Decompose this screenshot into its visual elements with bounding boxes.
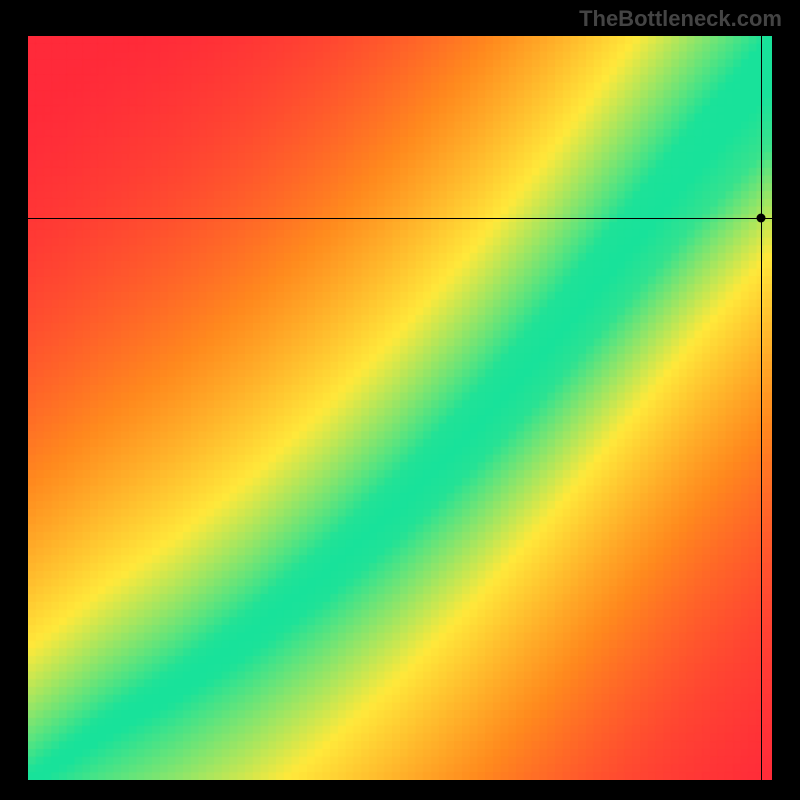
crosshair-vertical (761, 36, 762, 780)
crosshair-horizontal (28, 218, 772, 219)
chart-container: { "watermark": { "text": "TheBottleneck.… (0, 0, 800, 800)
heatmap-canvas (28, 36, 772, 780)
crosshair-marker (756, 214, 765, 223)
watermark-text: TheBottleneck.com (579, 6, 782, 32)
heatmap-plot (28, 36, 772, 780)
